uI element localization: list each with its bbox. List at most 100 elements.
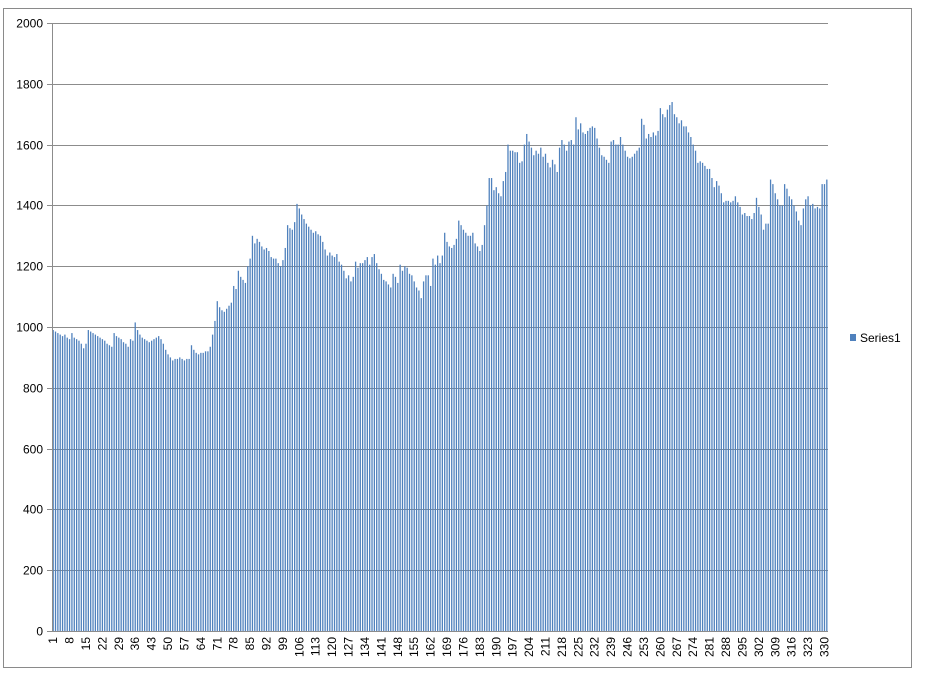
bar: [289, 228, 291, 631]
bar: [819, 208, 821, 631]
bar: [221, 310, 223, 631]
bar: [80, 343, 82, 631]
bar: [467, 235, 469, 632]
bar: [739, 206, 741, 632]
bar: [160, 339, 162, 631]
bar: [308, 226, 310, 631]
bar: [122, 342, 125, 631]
bar: [347, 275, 350, 631]
bar: [669, 105, 671, 631]
x-tick-labels: 1 8 15 22 29 36 43 50 57 64 71 78 85 92 99 106 113 120 127…: [46, 637, 831, 657]
bar: [694, 150, 697, 631]
bar: [59, 334, 61, 631]
bar: [786, 188, 788, 631]
bar: [596, 138, 598, 631]
x-tick-label: 239: [604, 637, 618, 657]
x-tick-label: 169: [440, 637, 454, 657]
bar: [683, 126, 685, 632]
bar: [134, 322, 136, 631]
bar: [345, 278, 347, 631]
bar: [411, 275, 413, 631]
bar: [397, 282, 399, 631]
bar: [816, 206, 819, 632]
bar: [713, 187, 715, 631]
bar: [120, 339, 122, 631]
bar: [148, 342, 150, 631]
x-tick-label: 99: [276, 637, 290, 651]
bar: [558, 147, 561, 631]
bar: [617, 144, 619, 631]
x-tick-label: 281: [703, 637, 717, 657]
bar: [371, 257, 373, 631]
bar: [52, 330, 54, 631]
x-tick-label: 50: [161, 637, 175, 651]
bar: [87, 330, 89, 631]
bar: [319, 235, 322, 632]
bar: [256, 238, 258, 631]
bar: [791, 199, 793, 631]
bar: [615, 144, 617, 631]
bar: [376, 263, 378, 631]
bar: [404, 266, 406, 631]
x-tick-label: 113: [309, 637, 323, 656]
bar: [202, 352, 204, 631]
bar: [366, 257, 368, 631]
bar: [640, 118, 643, 631]
bar: [708, 168, 711, 632]
x-tick-label: 218: [555, 637, 569, 657]
bar: [751, 219, 753, 631]
x-tick-label: 232: [588, 637, 602, 657]
bar: [753, 213, 755, 631]
x-tick-label: 211: [539, 637, 553, 656]
bar: [422, 281, 425, 631]
bar: [666, 109, 669, 631]
x-tick-label: 225: [571, 637, 585, 657]
x-tick-label: 127: [342, 637, 356, 657]
bar: [547, 162, 549, 631]
y-tick-label: 600: [23, 443, 43, 457]
bar: [638, 147, 640, 631]
bar: [303, 219, 305, 631]
bar: [408, 273, 411, 631]
bar: [298, 208, 300, 631]
bar: [556, 171, 558, 631]
bar: [800, 225, 802, 631]
bar: [361, 263, 364, 631]
bar: [823, 184, 826, 631]
bar: [605, 159, 608, 632]
y-tick-label: 200: [23, 564, 43, 578]
bar: [429, 285, 432, 631]
bar: [451, 247, 453, 631]
bar: [446, 241, 448, 631]
bar: [200, 352, 202, 631]
bar: [809, 205, 812, 631]
bar: [211, 334, 214, 631]
bar: [315, 231, 317, 632]
bar: [769, 179, 772, 631]
bar: [706, 168, 708, 632]
bar: [744, 213, 746, 631]
bar: [108, 345, 111, 631]
legend-swatch: [850, 334, 856, 341]
bar: [294, 222, 296, 631]
bar: [125, 343, 127, 631]
bar: [648, 133, 650, 631]
bar: [793, 205, 795, 631]
bar: [336, 254, 338, 632]
bar: [798, 220, 800, 631]
bar: [392, 273, 394, 631]
x-tick-label: 85: [243, 637, 257, 651]
bar: [270, 257, 272, 631]
bar: [439, 263, 441, 631]
bar: [493, 190, 495, 631]
bar: [472, 232, 474, 631]
bar: [195, 352, 197, 631]
bar: [167, 354, 169, 631]
x-tick-label: 15: [79, 637, 93, 651]
bar: [561, 140, 563, 632]
bar: [150, 340, 153, 631]
bar: [622, 144, 624, 631]
bar: [326, 255, 329, 631]
bar: [711, 178, 713, 632]
